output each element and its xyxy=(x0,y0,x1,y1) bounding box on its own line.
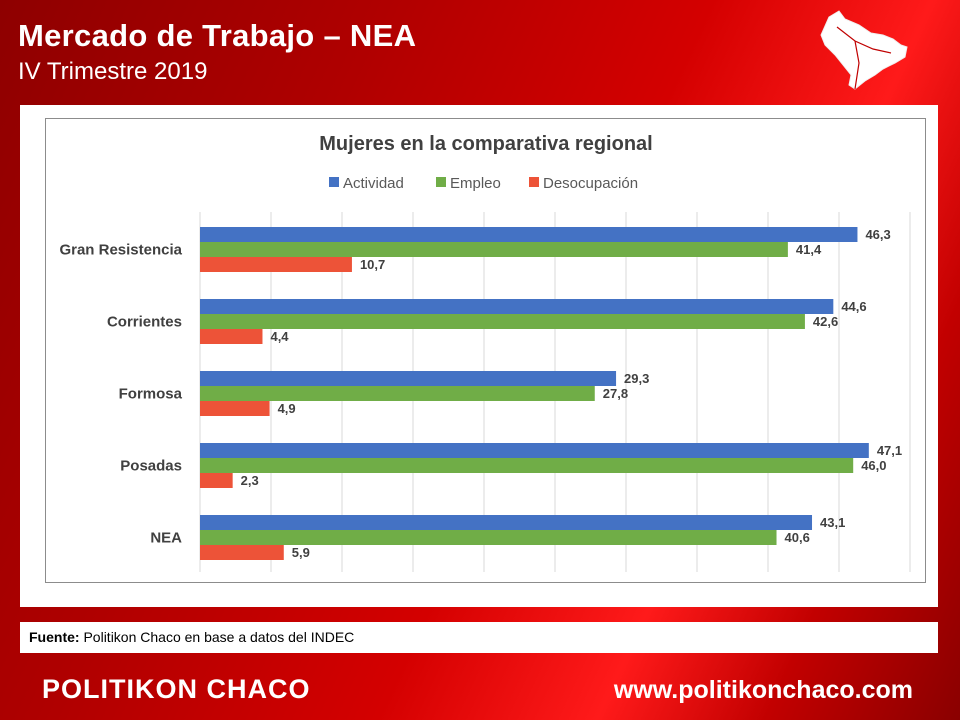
source-text: Politikon Chaco en base a datos del INDE… xyxy=(83,629,355,645)
nea-map-icon xyxy=(820,10,908,90)
chart-frame xyxy=(45,118,926,583)
footer-url[interactable]: www.politikonchaco.com xyxy=(613,676,913,704)
header-title: Mercado de Trabajo – NEA xyxy=(18,18,417,53)
source-note: Fuente: Politikon Chaco en base a datos … xyxy=(20,622,938,653)
source-label: Fuente: xyxy=(29,629,80,645)
header-subtitle: IV Trimestre 2019 xyxy=(18,58,208,85)
footer-brand: POLITIKON CHACO xyxy=(42,674,311,704)
